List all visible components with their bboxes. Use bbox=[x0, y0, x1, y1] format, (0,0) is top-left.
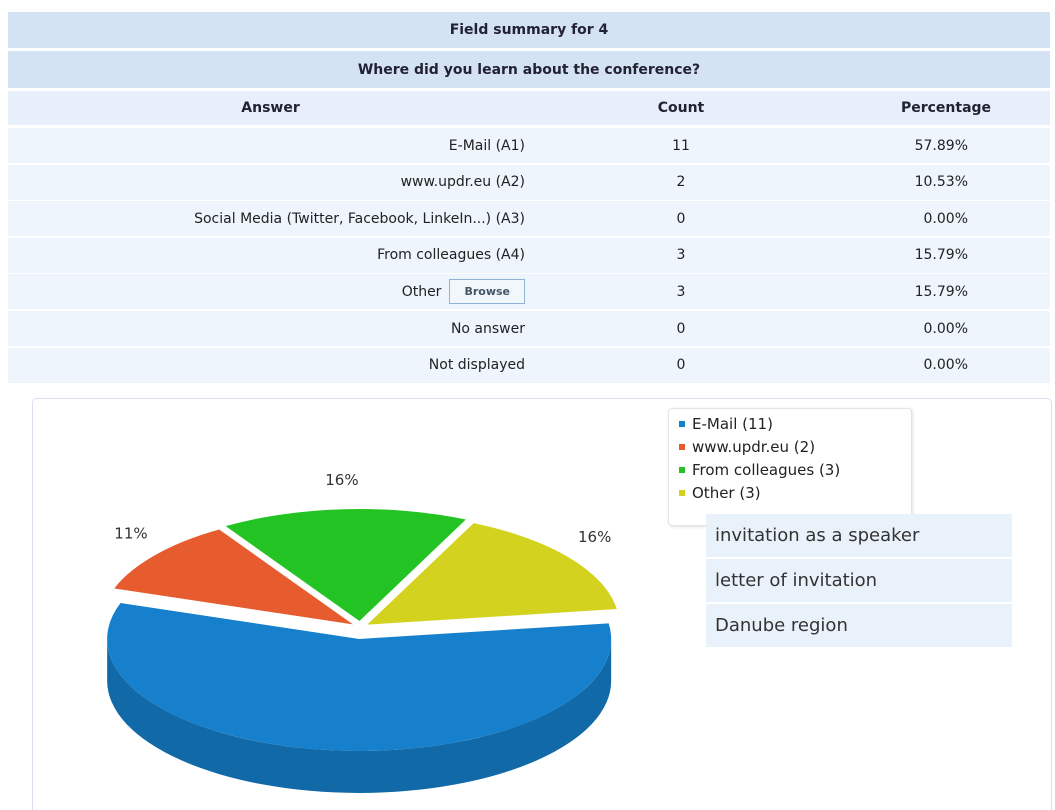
legend: E-Mail (11) www.updr.eu (2) From colleague… bbox=[668, 408, 912, 526]
count-cell: 2 bbox=[676, 174, 686, 191]
answer-cell: Social Media (Twitter, Facebook, LinkeIn… bbox=[8, 211, 525, 227]
title-text: Field summary for 4 bbox=[449, 22, 609, 38]
legend-label: From colleagues (3) bbox=[692, 461, 841, 479]
legend-label: Other (3) bbox=[692, 484, 761, 502]
answer-text: www.updr.eu (A2) bbox=[400, 174, 525, 191]
table-row: No answer 0 0.00% bbox=[8, 311, 1050, 346]
legend-item: E-Mail (11) bbox=[679, 413, 773, 435]
pie-side bbox=[107, 638, 612, 793]
percentage-cell: 10.53% bbox=[914, 174, 968, 191]
answer-text: Not displayed bbox=[428, 357, 525, 374]
percentage-cell: 0.00% bbox=[923, 357, 968, 374]
percentage-cell: 0.00% bbox=[923, 210, 968, 227]
legend-item: From colleagues (3) bbox=[679, 459, 840, 481]
legend-swatch bbox=[679, 490, 685, 496]
legend-swatch bbox=[679, 467, 685, 473]
column-header-row: Answer Count Percentage bbox=[8, 91, 1050, 125]
legend-swatch bbox=[679, 421, 685, 427]
slice-label: 16% bbox=[578, 528, 611, 546]
answer-cell: Other Browse bbox=[8, 279, 525, 305]
table-title: Field summary for 4 bbox=[8, 12, 1050, 48]
popup-item[interactable]: Danube region bbox=[706, 604, 1012, 649]
count-cell: 0 bbox=[676, 357, 686, 374]
legend-item: www.updr.eu (2) bbox=[679, 436, 815, 458]
answer-cell: Not displayed bbox=[8, 357, 525, 373]
popup-list: invitation as a speaker letter of invitat… bbox=[706, 514, 1012, 649]
answer-text: E-Mail (A1) bbox=[448, 137, 525, 154]
pie-slice bbox=[107, 602, 612, 751]
percentage-cell: 0.00% bbox=[923, 320, 968, 337]
legend-swatch bbox=[679, 444, 685, 450]
question-row: Where did you learn about the conference… bbox=[8, 51, 1050, 88]
answer-cell: From colleagues (A4) bbox=[8, 247, 525, 263]
popup-item[interactable]: letter of invitation bbox=[706, 559, 1012, 604]
browse-button[interactable]: Browse bbox=[449, 279, 525, 305]
table-row: www.updr.eu (A2) 2 10.53% bbox=[8, 164, 1050, 200]
slice-label: 16% bbox=[325, 471, 358, 489]
answer-text: No answer bbox=[450, 320, 525, 337]
answer-cell: www.updr.eu (A2) bbox=[8, 174, 525, 190]
pie-slice bbox=[367, 523, 617, 625]
table-row: From colleagues (A4) 3 15.79% bbox=[8, 237, 1050, 273]
slice-label: 11% bbox=[114, 524, 147, 542]
pie-slice bbox=[225, 509, 466, 622]
answer-cell: No answer bbox=[8, 321, 525, 337]
answer-text: Other bbox=[401, 283, 442, 300]
count-cell: 11 bbox=[672, 137, 690, 154]
count-cell: 3 bbox=[676, 247, 686, 264]
count-cell: 0 bbox=[676, 320, 686, 337]
answer-cell: E-Mail (A1) bbox=[8, 138, 525, 154]
count-cell: 0 bbox=[676, 210, 686, 227]
question-text: Where did you learn about the conference… bbox=[357, 61, 701, 78]
table-row: E-Mail (A1) 11 57.89% bbox=[8, 128, 1050, 163]
table-row: Other Browse 3 15.79% bbox=[8, 274, 1050, 310]
percentage-cell: 15.79% bbox=[914, 247, 968, 264]
answer-text: Social Media (Twitter, Facebook, LinkeIn… bbox=[194, 210, 525, 227]
column-header: Count bbox=[657, 100, 705, 116]
percentage-cell: 57.89% bbox=[914, 137, 968, 154]
table-row: Not displayed 0 0.00% bbox=[8, 347, 1050, 383]
percentage-cell: 15.79% bbox=[914, 283, 968, 300]
count-cell: 3 bbox=[676, 283, 686, 300]
answer-text: From colleagues (A4) bbox=[377, 247, 525, 264]
column-header: Percentage bbox=[900, 100, 992, 116]
legend-item: Other (3) bbox=[679, 482, 761, 504]
legend-label: www.updr.eu (2) bbox=[692, 438, 816, 456]
pie-slice bbox=[114, 529, 353, 625]
popup-item[interactable]: invitation as a speaker bbox=[706, 514, 1012, 559]
table-row: Social Media (Twitter, Facebook, LinkeIn… bbox=[8, 201, 1050, 237]
legend-label: E-Mail (11) bbox=[692, 415, 773, 433]
column-header: Answer bbox=[241, 100, 300, 116]
